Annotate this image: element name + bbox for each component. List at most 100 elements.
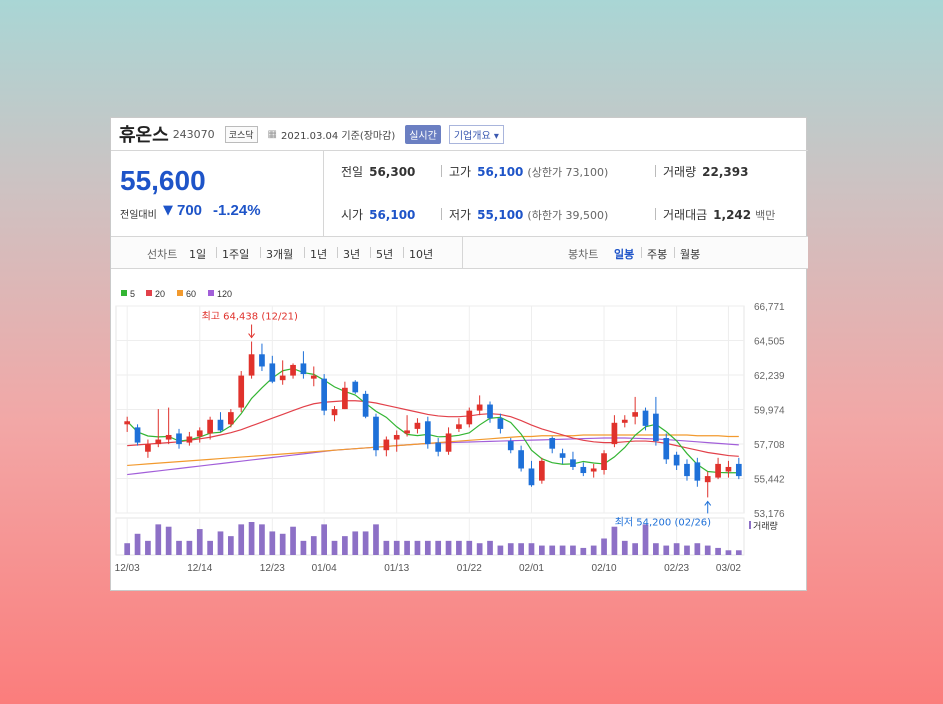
volume-bar xyxy=(570,545,576,555)
high-annotation: 최고 64,438 (12/21) xyxy=(202,311,298,323)
volume-bar xyxy=(300,540,307,555)
candle-body xyxy=(290,364,296,376)
period-1주일[interactable]: 1주일 xyxy=(222,248,250,261)
x-tick-label: 12/03 xyxy=(115,563,140,574)
period-divider xyxy=(462,237,463,269)
candle-body xyxy=(196,430,203,437)
period-head: 선차트 xyxy=(147,248,178,261)
realtime-button[interactable]: 실시간 xyxy=(405,124,441,144)
candle-body xyxy=(684,463,690,477)
stat-value: 22,393 xyxy=(702,165,749,179)
candle-body xyxy=(186,436,193,443)
stat-value: 56,100 xyxy=(369,208,416,222)
period-selector: 선차트 1일 1주일 3개월 1년 3년 5년 10년 봉차트 일봉 주봉 월봉 xyxy=(111,237,808,269)
candle-body xyxy=(248,354,255,376)
y-tick-label: 53,176 xyxy=(754,509,785,520)
candle-body xyxy=(704,476,711,483)
period-3개월[interactable]: 3개월 xyxy=(266,248,294,261)
candle-body xyxy=(217,419,224,431)
volume-bar xyxy=(176,540,182,555)
stock-widget: 휴온스 243070 코스닥 ▦ 2021.03.04 기준(장마감) 실시간 … xyxy=(110,117,808,592)
candle-body xyxy=(538,460,545,481)
period-일봉[interactable]: 일봉 xyxy=(614,248,635,261)
period-10년[interactable]: 10년 xyxy=(409,248,434,261)
stat-label: 시가 xyxy=(341,208,364,222)
ma60-line xyxy=(127,434,739,467)
volume-bar xyxy=(227,536,234,555)
volume-bar xyxy=(704,545,711,555)
volume-bar xyxy=(601,538,607,555)
candle-body xyxy=(497,418,504,429)
volume-bar xyxy=(342,536,348,555)
volume-bar xyxy=(383,540,390,555)
candle-body xyxy=(632,412,639,417)
volume-bar xyxy=(725,550,732,555)
period-3년[interactable]: 3년 xyxy=(343,248,361,261)
company-overview-button[interactable]: 기업개요 ▾ xyxy=(448,124,504,144)
stat-label: 거래량 xyxy=(663,165,697,179)
stat-divider xyxy=(441,165,442,177)
stat-label: 고가 xyxy=(449,165,472,179)
stock-name[interactable]: 휴온스 xyxy=(119,125,169,146)
volume-bar xyxy=(248,522,255,555)
legend-label: 120 xyxy=(217,289,232,299)
volume-bar xyxy=(217,531,224,555)
period-separator xyxy=(337,247,338,258)
stat-5: 거래대금 1,242 백만 xyxy=(663,206,775,223)
x-tick-label: 02/10 xyxy=(592,563,617,574)
period-월봉[interactable]: 월봉 xyxy=(680,248,701,261)
volume-bar xyxy=(165,526,172,555)
volume-bar xyxy=(528,543,535,555)
period-1일[interactable]: 1일 xyxy=(189,248,207,261)
candle-body xyxy=(165,434,172,440)
stat-sub: 백만 xyxy=(755,209,776,222)
volume-bar xyxy=(487,540,493,555)
stat-value: 1,242 xyxy=(713,208,752,222)
candle-body xyxy=(456,424,462,429)
candle-body xyxy=(611,422,618,445)
volume-bar xyxy=(373,524,379,555)
stock-code: 243070 xyxy=(172,127,215,141)
candle-body xyxy=(735,463,742,477)
volume-bar xyxy=(134,533,141,555)
stat-divider xyxy=(655,208,656,220)
volume-bar xyxy=(310,536,317,555)
volume-bar xyxy=(456,540,462,555)
candle-body xyxy=(476,404,483,411)
period-separator xyxy=(304,247,305,258)
ma20-line xyxy=(127,400,739,457)
candle-body xyxy=(715,463,721,478)
candle-body xyxy=(653,413,659,442)
volume-bar xyxy=(445,540,452,555)
price-chart[interactable]: 66,771 64,505 62,239 59,974 57,708 55,442 53,1… xyxy=(111,269,808,592)
period-separator xyxy=(260,247,261,258)
x-tick-label: 12/14 xyxy=(187,563,212,574)
candle-body xyxy=(673,454,680,466)
stat-1: 고가 56,100 (상한가 73,100) xyxy=(449,163,608,180)
legend-label: 5 xyxy=(130,289,135,299)
period-5년[interactable]: 5년 xyxy=(376,248,394,261)
candle-body xyxy=(279,375,286,381)
volume-bar xyxy=(684,545,690,555)
stat-divider xyxy=(441,208,442,220)
volume-bar xyxy=(518,543,524,555)
volume-bar xyxy=(196,529,203,555)
price-change: 700 xyxy=(177,202,203,219)
stat-4: 저가 55,100 (하한가 39,500) xyxy=(449,206,608,223)
volume-bar xyxy=(435,540,442,555)
candle-body xyxy=(445,433,452,452)
candle-body xyxy=(414,422,421,429)
candle-body xyxy=(331,409,338,416)
period-1년[interactable]: 1년 xyxy=(310,248,328,261)
stat-3: 시가 56,100 xyxy=(341,206,415,223)
volume-bar xyxy=(559,545,566,555)
legend-label: 60 xyxy=(186,289,196,299)
candle-body xyxy=(507,441,514,451)
volume-bar xyxy=(621,540,628,555)
volume-bar xyxy=(290,526,296,555)
candle-body xyxy=(559,453,566,458)
period-주봉[interactable]: 주봉 xyxy=(647,248,668,261)
price-change-percent: -1.24% xyxy=(213,202,261,219)
candle-body xyxy=(590,468,597,472)
stat-sub: (하한가 39,500) xyxy=(527,209,609,222)
